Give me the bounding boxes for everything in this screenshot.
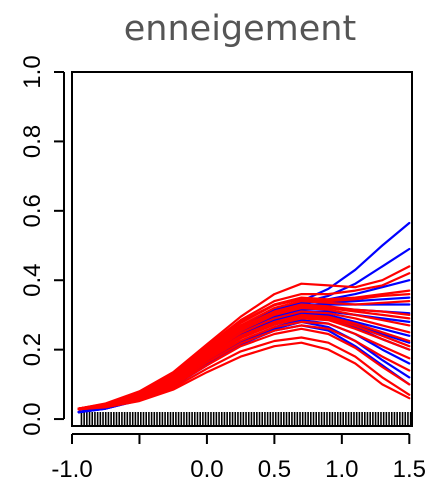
x-tick-label-4: 1.0: [325, 456, 358, 483]
series-line-27: [77, 293, 411, 410]
plot-area-frame: [71, 71, 413, 427]
x-tick-label-3: 0.5: [258, 456, 291, 483]
y-tick-label-5: 1.0: [19, 55, 46, 88]
y-tick-label-3: 0.6: [19, 194, 46, 227]
y-tick-label-0: 0.0: [19, 402, 46, 435]
series-line-29: [77, 315, 411, 411]
x-axis: -1.0 0.0 0.5 1.0 1.5: [51, 433, 426, 483]
x-tick-label-0: -1.0: [51, 456, 92, 483]
y-tick-label-4: 0.8: [19, 125, 46, 158]
x-tick-label-5: 1.5: [393, 456, 426, 483]
y-axis: 0.0 0.2 0.4 0.6 0.8 1.0: [19, 55, 65, 436]
x-tick-label-2: 0.0: [190, 456, 223, 483]
y-tick-label-2: 0.4: [19, 264, 46, 297]
chart-title: enneigement: [124, 9, 356, 49]
series-line-26: [77, 341, 411, 411]
series-line-28: [77, 305, 411, 410]
series-lines: [77, 221, 411, 414]
y-tick-label-1: 0.2: [19, 333, 46, 366]
rug-marks: [80, 412, 412, 425]
